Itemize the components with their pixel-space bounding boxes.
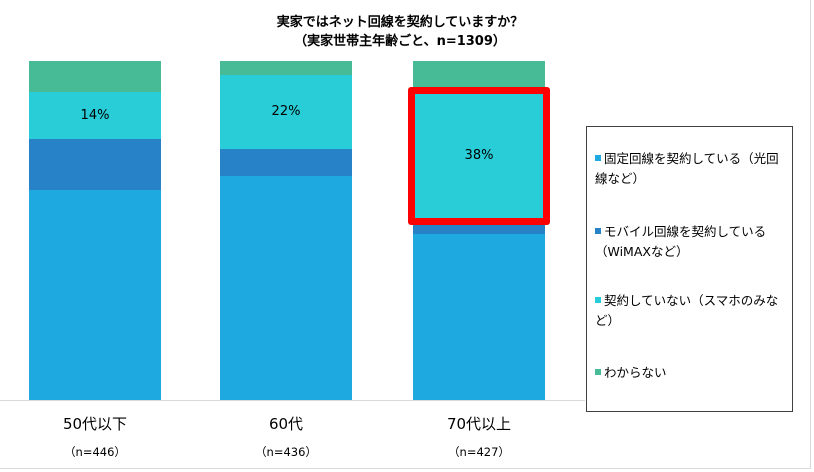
bar-segment	[220, 61, 352, 75]
bar-segment: 14%	[29, 91, 161, 139]
category-label: 50代以下 （n=446）	[15, 413, 175, 460]
plot-area: 14% 22% 38%	[0, 61, 565, 400]
bar-segment	[29, 61, 161, 92]
bar-segment	[413, 61, 545, 92]
bar-1: 14%	[29, 61, 161, 400]
legend-swatch-icon	[595, 297, 601, 303]
chart-subtitle: （実家世帯主年齢ごと、n=1309）	[294, 34, 506, 49]
legend-swatch-icon	[595, 369, 601, 375]
category-name: 50代以下	[62, 415, 128, 433]
data-label: 22%	[271, 104, 301, 120]
bar-segment	[413, 233, 545, 400]
highlight-box	[408, 86, 550, 226]
bar-segment	[220, 149, 352, 177]
bar-3: 38%	[413, 61, 545, 400]
chart-title: 実家ではネット回線を契約していますか？	[276, 15, 524, 30]
bar-2: 22%	[220, 61, 352, 400]
legend-item-mobile-line: モバイル回線を契約している（WiMAXなど）	[595, 224, 767, 259]
legend-item-unknown: わからない	[595, 363, 790, 383]
bar-segment	[29, 138, 161, 190]
bar-segment	[220, 176, 352, 400]
category-label: 60代 （n=436）	[206, 413, 366, 460]
legend-swatch-icon	[595, 228, 601, 234]
category-sample-size: （n=427）	[448, 445, 510, 459]
category-label: 70代以上 （n=427）	[399, 413, 559, 460]
legend-item-fixed-line: 固定回線を契約している（光回線など）	[595, 151, 779, 186]
x-axis-line	[0, 400, 585, 401]
legend: 固定回線を契約している（光回線など） モバイル回線を契約している（WiMAXなど…	[586, 126, 793, 412]
category-sample-size: （n=446）	[64, 445, 126, 459]
category-name: 70代以上	[446, 415, 512, 433]
category-sample-size: （n=436）	[255, 445, 317, 459]
data-label: 14%	[80, 107, 110, 123]
bar-segment: 38%	[413, 91, 545, 221]
bar-segment: 22%	[220, 74, 352, 150]
legend-item-no-contract: 契約していない（スマホのみなど）	[595, 293, 779, 328]
data-label: 38%	[464, 148, 494, 164]
legend-swatch-icon	[595, 155, 601, 161]
category-name: 60代	[268, 415, 304, 433]
bar-segment	[29, 189, 161, 400]
